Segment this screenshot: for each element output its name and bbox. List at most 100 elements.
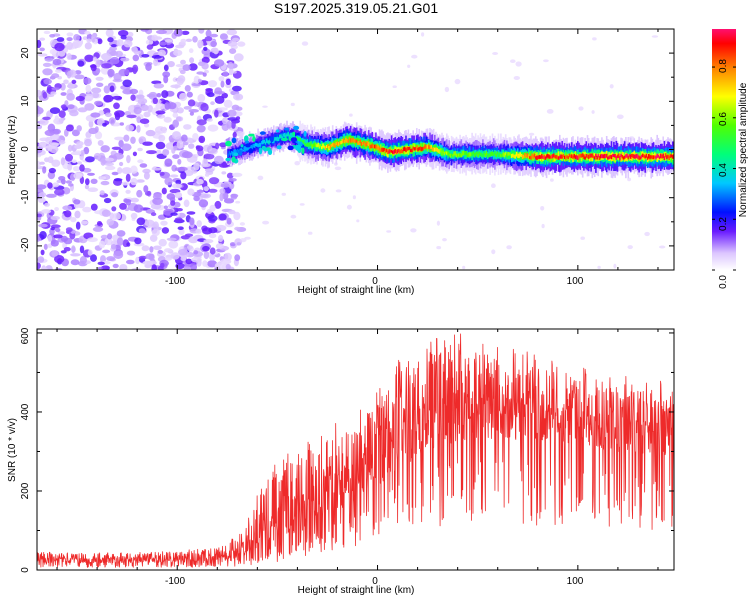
noise-blob — [153, 245, 162, 251]
ridge-segment — [312, 143, 315, 147]
ridge-segment — [448, 152, 450, 157]
noise-blob — [196, 258, 202, 267]
ridge-segment — [635, 153, 638, 158]
ridge-segment — [656, 153, 658, 158]
ridge-segment — [553, 153, 555, 158]
noise-blob — [170, 252, 180, 260]
ridge-blob — [233, 152, 239, 157]
ridge-segment — [478, 151, 481, 156]
ridge-segment — [407, 146, 410, 155]
ridge-segment — [251, 145, 253, 150]
noise-blob — [155, 141, 166, 150]
noise-blob — [198, 29, 205, 34]
noise-blob — [175, 64, 184, 68]
noise-blob — [126, 155, 131, 164]
snr-ticks — [37, 329, 674, 571]
noise-blob — [84, 138, 92, 147]
ridge-segment — [363, 141, 365, 145]
noise-speck — [578, 106, 584, 111]
ridge-segment — [643, 154, 645, 158]
ridge-segment — [333, 142, 335, 147]
noise-blob — [119, 122, 125, 126]
noise-blob — [94, 100, 103, 106]
noise-blob — [163, 116, 172, 123]
ridge-segment — [531, 153, 533, 158]
ridge-segment — [334, 143, 336, 148]
noise-speck — [294, 161, 301, 166]
noise-blob — [54, 115, 59, 122]
noise-blob — [79, 256, 87, 265]
ridge-segment — [479, 152, 482, 157]
ridge-segment — [449, 153, 452, 158]
ridge-segment — [541, 154, 543, 159]
noise-blob — [38, 141, 48, 148]
ridge-segment — [305, 140, 307, 147]
noise-speck — [290, 102, 295, 107]
ridge-segment — [574, 151, 577, 160]
noise-blob — [52, 182, 60, 188]
noise-blob — [165, 142, 176, 150]
ridge-segment — [575, 154, 578, 160]
noise-blob — [202, 72, 207, 77]
noise-blob — [109, 56, 120, 65]
noise-blob — [118, 30, 129, 37]
noise-blob — [75, 95, 85, 102]
noise-speck — [454, 78, 461, 85]
colorbar-tick-label: 0.6 — [718, 112, 729, 126]
ridge-segment — [500, 154, 502, 158]
noise-blob — [137, 159, 144, 164]
ridge-segment — [645, 153, 648, 158]
noise-blob — [164, 177, 173, 186]
noise-blob — [209, 253, 216, 261]
ridge-segment — [574, 155, 577, 160]
noise-blob — [217, 234, 224, 243]
ridge-segment — [268, 136, 270, 144]
noise-blob — [39, 161, 45, 165]
ridge-segment — [508, 151, 511, 160]
noise-blob — [87, 237, 98, 243]
ridge-segment — [566, 154, 568, 158]
ridge-blob — [258, 147, 263, 155]
noise-blob — [204, 69, 209, 74]
ridge-segment — [524, 153, 526, 157]
noise-blob — [200, 103, 209, 112]
noise-blob — [73, 172, 83, 180]
ridge-blob — [259, 131, 266, 135]
noise-blob — [197, 78, 202, 83]
ridge-segment — [349, 138, 352, 143]
ridge-segment — [440, 148, 442, 153]
colorbar-tick-label: 0.2 — [718, 217, 729, 231]
noise-blob — [125, 124, 135, 132]
ridge-segment — [577, 155, 579, 161]
ridge-blob — [245, 143, 251, 148]
ridge-segment — [515, 152, 518, 157]
noise-blob — [207, 124, 219, 132]
noise-blob — [73, 199, 81, 205]
noise-blob — [94, 126, 99, 133]
ridge-segment — [355, 139, 358, 143]
ridge-segment — [265, 138, 268, 143]
ridge-segment — [553, 153, 555, 162]
ridge-segment — [257, 143, 259, 148]
ridge-segment — [235, 150, 238, 154]
spectrogram-ytick-label: 0 — [20, 146, 31, 152]
ridge-segment — [666, 155, 668, 160]
noise-blob — [40, 249, 45, 256]
noise-blob — [192, 36, 198, 43]
noise-speck — [290, 214, 297, 219]
noise-speck — [411, 54, 418, 59]
noise-blob — [234, 226, 241, 231]
noise-blob — [111, 171, 119, 176]
ridge-segment — [268, 140, 270, 145]
noise-blob — [82, 206, 92, 213]
noise-blob — [143, 111, 151, 118]
noise-speck — [356, 219, 360, 223]
noise-blob — [177, 158, 182, 165]
noise-blob — [92, 56, 97, 62]
noise-blob — [87, 187, 99, 192]
noise-blob — [228, 209, 236, 215]
spectrogram-xtick-label: 100 — [567, 276, 584, 287]
noise-blob — [145, 39, 154, 45]
noise-blob — [97, 266, 103, 270]
noise-blob — [54, 42, 65, 52]
